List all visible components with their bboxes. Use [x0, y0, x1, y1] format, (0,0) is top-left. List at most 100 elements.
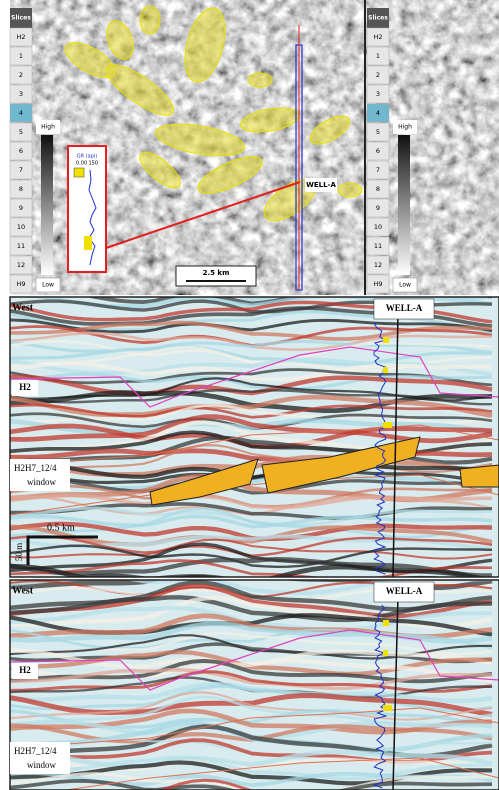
reflector [10, 403, 493, 419]
slice-button [9, 27, 33, 47]
well-line [392, 594, 399, 790]
geobody-section [149, 458, 259, 506]
slice-button [9, 65, 33, 85]
slice-button [9, 179, 33, 199]
slice-label: H9 [16, 280, 25, 288]
scale-label: 2.5 km [203, 269, 230, 277]
reflector [10, 521, 493, 541]
reflector [10, 621, 493, 644]
slice-button [366, 217, 390, 237]
high-label: High [398, 124, 412, 131]
slices-title: Slices [368, 15, 388, 22]
slice-button [366, 141, 390, 161]
slice-button [9, 274, 33, 294]
reflector [10, 444, 493, 474]
geobodies [64, 5, 363, 222]
geobody [247, 72, 273, 88]
reflector [10, 580, 493, 596]
reflector [10, 691, 493, 721]
reflector [10, 507, 493, 539]
slice-button [366, 236, 390, 256]
low-box [35, 277, 61, 293]
low-label: Low [399, 282, 411, 289]
log-min: 0.00 [76, 161, 87, 167]
slice-label: 4 [19, 109, 23, 117]
log-max: 150 [88, 161, 98, 167]
reflector [10, 557, 492, 577]
slice-label: 1 [376, 52, 380, 60]
slice-button [366, 122, 390, 142]
well-label-box [373, 581, 435, 603]
reflector [10, 670, 493, 693]
horizon-h2 [10, 346, 499, 408]
window-label: window [27, 760, 57, 770]
slice-label: H2 [16, 33, 25, 41]
high-box [393, 120, 417, 134]
slice-button [9, 103, 33, 123]
log-fill [383, 620, 389, 626]
slice-button [366, 84, 390, 104]
reflector [10, 394, 493, 419]
callout-line [105, 181, 301, 249]
slice-label: 7 [19, 166, 23, 174]
slice-button [9, 236, 33, 256]
color-bar [41, 135, 53, 275]
window-label: H2H7_12/4 [14, 746, 57, 756]
log-fill [383, 705, 392, 711]
geobody-section [459, 464, 499, 488]
reflector [10, 642, 493, 664]
slice-label: 11 [17, 242, 25, 250]
slice-label: 1 [19, 52, 23, 60]
log-fill [383, 650, 388, 656]
horizon-box [12, 380, 38, 396]
well-label: WELL-A [386, 586, 423, 596]
slice-button [366, 27, 390, 47]
geobody-section [261, 436, 421, 494]
geobody [155, 123, 245, 157]
reflector [10, 339, 493, 363]
reflector [10, 628, 493, 650]
reflector [10, 595, 493, 629]
slice-label: H2 [373, 33, 382, 41]
reflector [10, 755, 492, 781]
slice-label: 2 [19, 71, 23, 79]
high-label: High [41, 124, 55, 131]
slice-label: 12 [17, 261, 25, 269]
reflector [10, 779, 493, 790]
horizon-lower [10, 707, 499, 749]
geobody [309, 115, 351, 145]
log-fill [84, 236, 92, 250]
low-box [392, 277, 418, 293]
slice-button [9, 160, 33, 180]
window-box [10, 742, 70, 774]
horizon-box [12, 663, 38, 679]
reflector [10, 390, 493, 413]
log-inset [67, 145, 107, 273]
reflector [10, 524, 493, 547]
log-curve [88, 169, 97, 266]
reflector [10, 418, 493, 435]
well-label-box [373, 298, 435, 320]
window-label: H2H7_12/4 [14, 463, 57, 473]
geobody [139, 5, 161, 35]
scale-bar [26, 535, 98, 565]
low-label: Low [42, 282, 54, 289]
geobody [239, 107, 301, 133]
reflector [10, 748, 493, 769]
section-frame [9, 296, 499, 578]
direction-label: West [12, 302, 34, 313]
geobody [139, 151, 181, 189]
slice-label: 9 [19, 204, 23, 212]
reflector [85, 297, 492, 306]
reflector [10, 389, 492, 406]
slice-button [366, 198, 390, 218]
slice-button [9, 46, 33, 66]
reflector [10, 772, 493, 790]
slices-header [10, 8, 32, 28]
reflector [10, 477, 493, 495]
log-title: GR (api) [77, 154, 98, 160]
slice-label: 5 [376, 128, 380, 136]
section-0 [10, 297, 499, 577]
